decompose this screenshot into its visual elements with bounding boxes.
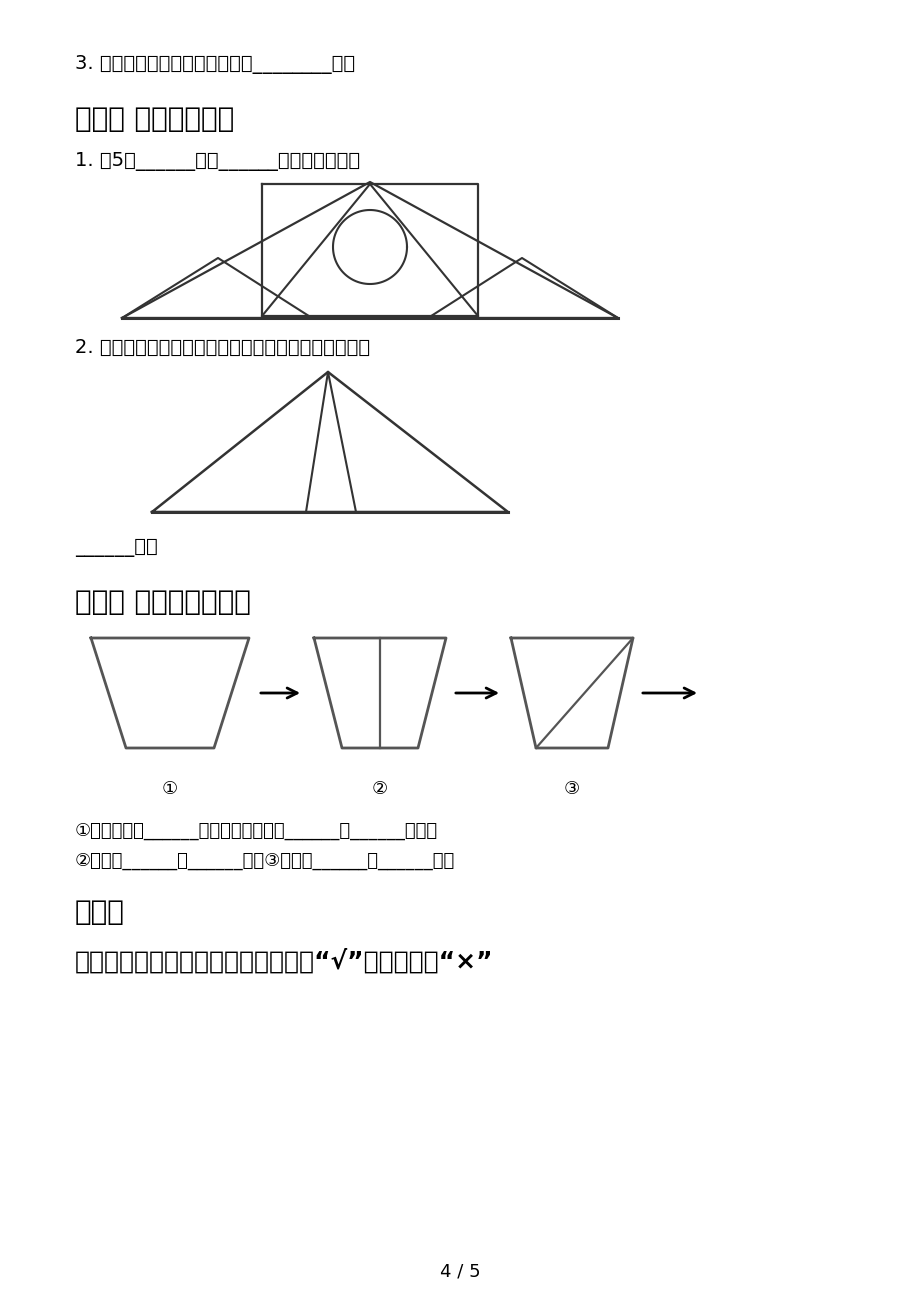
Text: ②: ② [371, 780, 388, 798]
Text: 下面的图形中，是直角的在（）里打“√”，不是的打“×”: 下面的图形中，是直角的在（）里打“√”，不是的打“×” [75, 948, 494, 974]
Text: 1. 有5个______形和______个圆形拼成的。: 1. 有5个______形和______个圆形拼成的。 [75, 152, 359, 171]
Text: ①: ① [162, 780, 178, 798]
Text: 十三、 观察下图填空。: 十三、 观察下图填空。 [75, 589, 251, 616]
Text: 4 / 5: 4 / 5 [439, 1262, 480, 1280]
Text: ③: ③ [563, 780, 580, 798]
Text: ①整个图形是______图形，里面分别是______和______图形；: ①整个图形是______图形，里面分别是______和______图形； [75, 822, 437, 840]
Text: 3. 角的边越长，这个角就越大（________）。: 3. 角的边越长，这个角就越大（________）。 [75, 55, 355, 74]
Text: ②一共有______个______形；③里面有______个______形。: ②一共有______个______形；③里面有______个______形。 [75, 852, 455, 870]
Text: 十四、: 十四、 [75, 898, 125, 926]
Text: ______个。: ______个。 [75, 538, 157, 557]
Text: 2. 看图，看看有多少个三角形。（复合出的图形也算）: 2. 看图，看看有多少个三角形。（复合出的图形也算） [75, 339, 369, 357]
Text: 十二、 看图填一填。: 十二、 看图填一填。 [75, 105, 234, 133]
